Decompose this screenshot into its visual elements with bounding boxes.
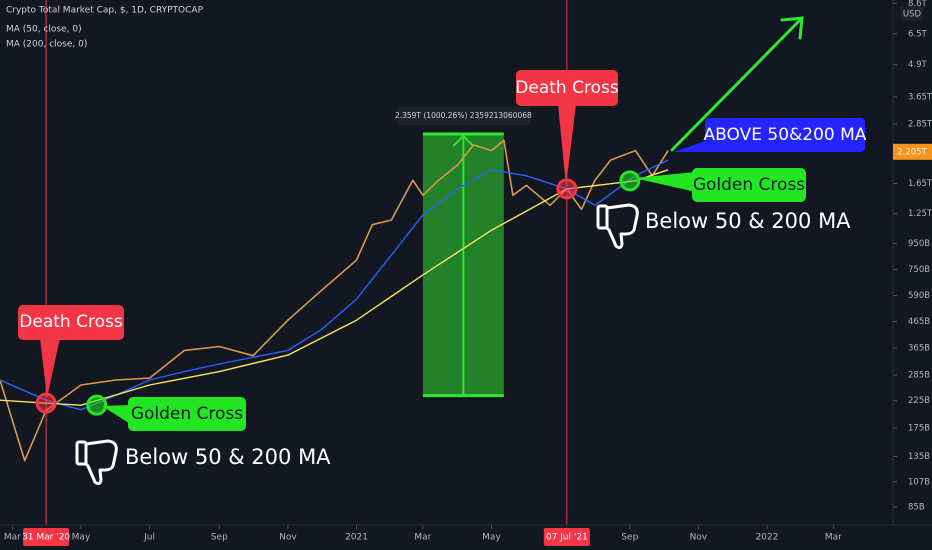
marker-label: 07 Jul '21 <box>546 533 588 543</box>
x-tick-label: Mar <box>4 533 21 543</box>
y-tick-label: 175B <box>908 424 930 434</box>
x-tick-label: 2022 <box>756 533 779 543</box>
y-tick-label: 365B <box>908 343 930 353</box>
callout-text: Death Cross <box>515 78 619 98</box>
cross-marker <box>619 170 641 192</box>
y-tick-label: 750B <box>908 265 930 275</box>
y-tick-label: 6.5T <box>908 29 928 39</box>
y-tick-label: 8.6T <box>908 0 928 9</box>
x-tick-label: Nov <box>279 533 297 543</box>
chart-title: Crypto Total Market Cap, $, 1D, CRYPTOCA… <box>6 6 204 16</box>
y-tick-label: 2.85T <box>908 119 932 129</box>
annotation-text: Below 50 & 200 MA <box>125 445 331 469</box>
plot-area: 2.359T (1000.26%) 2359213060068 <box>0 0 669 525</box>
callout: Death Cross <box>18 305 124 398</box>
callout-text: Death Cross <box>19 312 123 332</box>
y-tick-label: 950B <box>908 239 930 249</box>
y-tick-label: 1.25T <box>908 209 932 219</box>
series-line <box>0 139 669 462</box>
y-tick-label: 3.65T <box>908 92 932 102</box>
callout-text: Golden Cross <box>131 404 243 424</box>
indicator: MA (50, close, 0) <box>6 25 82 35</box>
callout: ABOVE 50&200 MA <box>674 118 867 152</box>
y-tick-label: 1.65T <box>908 179 932 189</box>
y-tick-label: 107B <box>908 477 930 487</box>
last-price-box <box>893 143 932 160</box>
callout-text: ABOVE 50&200 MA <box>704 125 867 145</box>
callout: Golden Cross <box>102 397 246 431</box>
x-tick-label: Mar <box>414 533 431 543</box>
x-tick-label: Mar <box>825 533 842 543</box>
annotation-text: Below 50 & 200 MA <box>645 209 851 233</box>
marker-label-box <box>23 528 70 546</box>
thumbs-down-icon <box>596 203 639 250</box>
cross-marker <box>35 392 57 414</box>
y-tick-label: 225B <box>908 396 930 406</box>
callout-text: Golden Cross <box>693 175 805 195</box>
x-tick-label: Nov <box>690 533 708 543</box>
x-tick-label: Sep <box>621 533 638 543</box>
range-label: 2.359T (1000.26%) 2359213060068 <box>395 111 532 120</box>
cross-marker <box>86 394 108 416</box>
x-tick-label: 2021 <box>345 533 368 543</box>
marker-label-box <box>543 528 590 546</box>
indicator: MA (200, close, 0) <box>6 40 87 50</box>
thumbs-down-icon <box>75 439 118 486</box>
x-tick-label: Jul <box>143 533 155 543</box>
x-tick-label: Sep <box>211 533 228 543</box>
y-tick-label: 465B <box>908 317 930 327</box>
cross-marker <box>556 178 578 200</box>
y-tick-label: 85B <box>908 502 925 512</box>
x-tick-label: May <box>72 533 91 543</box>
y-tick-label: 590B <box>908 291 930 301</box>
y-tick-label: 4.9T <box>908 60 928 70</box>
currency-box <box>901 6 923 21</box>
y-tick-label: 285B <box>908 370 930 380</box>
callout: Death Cross <box>515 70 619 186</box>
callout: Golden Cross <box>634 168 806 202</box>
x-tick-label: May <box>482 533 501 543</box>
range-arrowhead <box>452 134 475 147</box>
trend-arrow <box>670 16 804 152</box>
marker-label: 31 Mar '20 <box>22 533 70 543</box>
series-line <box>0 169 669 406</box>
range-label-box <box>396 107 531 126</box>
y-tick-label: 135B <box>908 452 930 462</box>
currency: USD <box>903 10 922 20</box>
last-price-label: 2.205T <box>897 147 927 157</box>
